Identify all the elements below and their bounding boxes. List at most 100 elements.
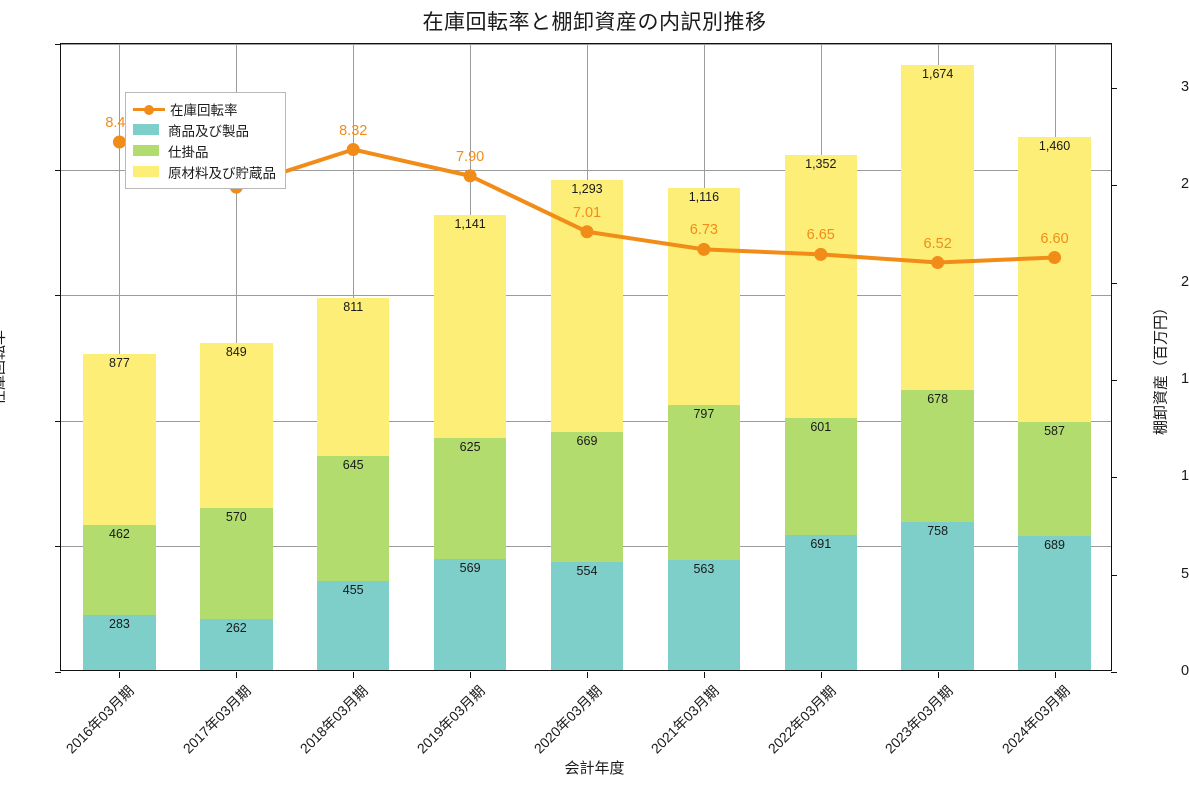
bar-value-label: 645 xyxy=(342,457,364,472)
line-marker[interactable] xyxy=(931,256,945,270)
page-title: 在庫回転率と棚卸資産の内訳別推移 xyxy=(422,11,767,34)
bar-segment[interactable]: 455 xyxy=(316,581,390,670)
line-value-label: 6.73 xyxy=(689,222,718,239)
bar-value-label: 570 xyxy=(225,510,247,525)
x-axis-tick-label: 2021年03月期 xyxy=(647,682,722,757)
y-axis-right-label: 棚卸資産（百万円） xyxy=(1152,299,1170,436)
x-axis-tick-label: 2017年03月期 xyxy=(180,682,255,757)
bar-group[interactable]: 758 678 1,674 xyxy=(901,64,974,670)
bar-group[interactable]: 691 601 1,352 xyxy=(784,155,857,670)
bar-segment[interactable]: 625 xyxy=(433,437,507,560)
legend[interactable]: 在庫回転率商品及び製品 仕掛品原材料及び貯蔵品 xyxy=(125,92,286,189)
y-axis-right-tick: 2,000 xyxy=(1181,273,1189,290)
plot-area: 024681005001,0001,5002,0002,5003,000 283… xyxy=(55,43,1189,756)
bar-segment[interactable]: 1,141 xyxy=(433,215,507,438)
legend-label: 商品及び製品 xyxy=(168,123,249,139)
bar-group[interactable]: 455 645 811 xyxy=(316,297,390,670)
gridline-horizontal xyxy=(61,169,1111,171)
bar-segment[interactable]: 691 xyxy=(784,535,857,670)
bar-value-label: 689 xyxy=(1044,537,1065,552)
bar-segment[interactable]: 570 xyxy=(200,508,273,619)
legend-label: 仕掛品 xyxy=(168,144,209,160)
line-marker[interactable] xyxy=(346,143,360,157)
bar-segment[interactable]: 849 xyxy=(200,342,273,509)
bar-value-label: 1,674 xyxy=(922,66,954,81)
y-axis-right-tickmark xyxy=(1111,672,1117,673)
legend-item[interactable]: 商品及び製品 xyxy=(133,119,276,140)
x-axis-tick-label: 2022年03月期 xyxy=(764,682,839,757)
bar-value-label: 811 xyxy=(343,299,364,314)
x-axis-tickmark xyxy=(587,672,588,678)
bar-segment[interactable]: 601 xyxy=(784,418,857,536)
bar-segment[interactable]: 877 xyxy=(83,354,156,525)
x-axis-tick-label: 2016年03月期 xyxy=(63,682,138,757)
x-axis-tickmark xyxy=(119,672,121,678)
legend-label: 原材料及び貯蔵品 xyxy=(168,165,276,181)
line-marker[interactable] xyxy=(697,242,711,256)
line-value-label: 6.52 xyxy=(923,235,952,252)
y-axis-right-tick: 0 xyxy=(1181,663,1189,679)
legend-item[interactable]: 在庫回転率 xyxy=(133,98,276,119)
y-axis-left-tickmark xyxy=(55,295,61,297)
bar-value-label: 1,141 xyxy=(454,217,486,232)
bar-segment[interactable]: 669 xyxy=(550,431,624,563)
bar-segment[interactable]: 569 xyxy=(433,559,507,670)
bar-value-label: 691 xyxy=(810,537,832,552)
bar-segment[interactable]: 587 xyxy=(1018,421,1091,536)
y-axis-right-tick: 2,500 xyxy=(1181,176,1189,193)
legend-line-marker-icon xyxy=(133,103,165,115)
y-axis-right-tick: 3,000 xyxy=(1181,78,1189,95)
bar-group[interactable]: 563 797 1,116 xyxy=(667,188,741,670)
legend-item[interactable]: 原材料及び貯蔵品 xyxy=(133,161,276,182)
y-axis-right-tickmark xyxy=(1111,282,1117,284)
bar-value-label: 678 xyxy=(927,392,949,407)
bar-segment[interactable]: 554 xyxy=(550,562,624,670)
bar-group[interactable]: 689 587 1,460 xyxy=(1018,137,1091,670)
bar-segment[interactable]: 797 xyxy=(667,405,741,561)
bar-segment[interactable]: 1,352 xyxy=(784,155,857,419)
y-axis-right-tick: 1,000 xyxy=(1181,468,1189,485)
y-axis-right-tickmark xyxy=(1111,185,1117,187)
bar-segment[interactable]: 283 xyxy=(83,614,156,670)
bar-value-label: 563 xyxy=(693,562,715,577)
y-axis-left-tickmark xyxy=(55,420,61,422)
line-marker[interactable] xyxy=(463,169,477,183)
bar-value-label: 669 xyxy=(576,433,598,448)
x-axis-label: 会計年度 xyxy=(564,760,625,777)
line-marker[interactable] xyxy=(814,247,828,261)
bar-segment[interactable]: 1,116 xyxy=(667,188,741,406)
y-axis-right-tickmark xyxy=(1111,379,1117,381)
bar-segment[interactable]: 758 xyxy=(901,522,974,670)
line-marker[interactable] xyxy=(1048,251,1062,265)
line-value-label: 7.01 xyxy=(572,204,602,221)
bar-group[interactable]: 569 625 1,141 xyxy=(433,215,507,670)
bar-group[interactable]: 262 570 849 xyxy=(200,342,273,670)
y-axis-left-tickmark xyxy=(55,546,61,548)
bar-segment[interactable]: 645 xyxy=(316,455,390,582)
bar-segment[interactable]: 1,460 xyxy=(1018,137,1091,422)
bar-segment[interactable]: 462 xyxy=(83,524,156,615)
line-value-label: 8.32 xyxy=(339,122,368,139)
line-marker[interactable] xyxy=(112,135,126,149)
bar-value-label: 1,460 xyxy=(1038,139,1071,154)
bar-value-label: 625 xyxy=(459,439,481,454)
x-axis-tickmark xyxy=(937,672,939,678)
bar-segment[interactable]: 811 xyxy=(316,297,390,456)
bar-segment[interactable]: 262 xyxy=(200,619,273,670)
bar-group[interactable]: 283 462 877 xyxy=(83,354,156,670)
bar-segment[interactable]: 563 xyxy=(667,560,741,670)
legend-item[interactable]: 仕掛品 xyxy=(133,140,276,161)
bar-value-label: 758 xyxy=(927,524,949,539)
bar-value-label: 455 xyxy=(342,583,364,598)
bar-segment[interactable]: 689 xyxy=(1018,535,1091,670)
gridline-horizontal xyxy=(61,44,1111,45)
bar-value-label: 462 xyxy=(109,526,130,541)
line-marker[interactable] xyxy=(580,225,594,239)
x-axis-tick-label: 2020年03月期 xyxy=(530,682,605,757)
y-axis-right-tickmark xyxy=(1111,477,1117,479)
y-axis-left-label: 在庫回転率 xyxy=(0,329,8,406)
x-axis-tick-label: 2018年03月期 xyxy=(296,682,371,757)
bar-segment[interactable]: 678 xyxy=(901,390,974,523)
bar-segment[interactable]: 1,674 xyxy=(901,64,974,391)
